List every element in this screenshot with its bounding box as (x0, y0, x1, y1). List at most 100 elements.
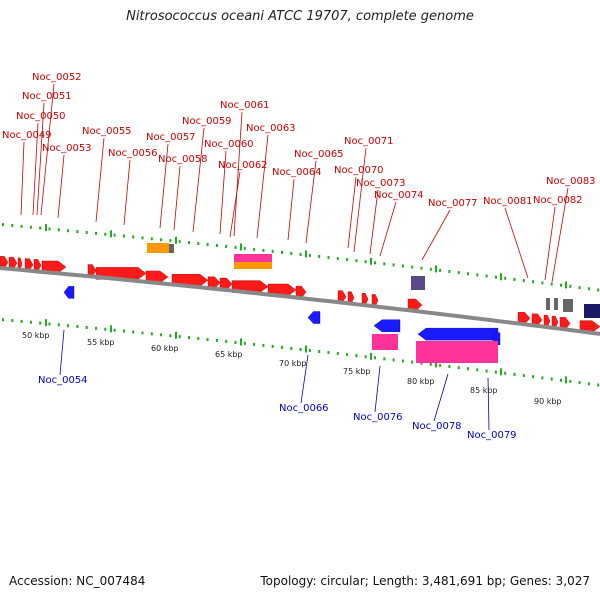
tick-dot (457, 271, 460, 275)
tick-dot (57, 228, 60, 232)
tick-dot (587, 287, 590, 291)
tick-dot (20, 224, 23, 228)
major-tick (565, 281, 567, 289)
tick-dot (243, 246, 246, 250)
tick-dot (448, 269, 451, 273)
tick-dot (76, 325, 79, 329)
tick-dot (150, 237, 153, 241)
tick-dot (513, 277, 516, 281)
leader-line (59, 329, 65, 376)
tick-dot (104, 327, 107, 331)
leader-line (219, 150, 227, 235)
major-tick (500, 368, 502, 376)
scale-labels: 50 kbp 55 kbp 60 kbp 65 kbp 70 kbp 75 kbp 80 k… (22, 331, 562, 406)
rrna-gene (372, 334, 398, 350)
scale-label: 65 kbp (215, 350, 243, 359)
scale-label: 70 kbp (279, 359, 307, 368)
tick-dot (457, 366, 460, 370)
tick-dot (141, 331, 144, 335)
rrna-gene (234, 254, 272, 262)
tick-dot (57, 323, 60, 327)
tick-dot (374, 356, 376, 360)
tick-dot (597, 288, 600, 292)
trna-gene (234, 262, 272, 269)
tick-dot (569, 379, 572, 383)
tick-dot (401, 359, 404, 363)
tick-dot (234, 340, 237, 344)
accession-text: Accession: NC_007484 (9, 574, 146, 588)
tick-dot (476, 273, 479, 277)
tick-dot (29, 320, 32, 324)
tick-dot (271, 344, 274, 348)
leader-line (159, 143, 169, 229)
gene-features (0, 243, 600, 363)
tick-dot (197, 242, 200, 246)
tick-dot (113, 328, 116, 332)
tick-dot (383, 357, 386, 361)
gene-label-noc-0053: Noc_0053 (42, 143, 92, 154)
leader-line (347, 176, 357, 249)
tick-dot (560, 283, 562, 287)
tick-dot (95, 326, 97, 330)
tick-dot (318, 349, 321, 353)
backbone-line (0, 266, 600, 336)
tick-dot (467, 272, 469, 276)
tick-dot (76, 230, 79, 234)
leader-line (353, 147, 367, 253)
tick-dot (355, 259, 358, 263)
major-tick (370, 257, 372, 265)
tick-dot (476, 368, 479, 372)
scale-label: 90 kbp (534, 397, 562, 406)
tick-dot (160, 238, 163, 242)
leader-line (40, 83, 55, 216)
gene-label-noc-0083: Noc_0083 (546, 176, 596, 187)
tick-dot (67, 229, 70, 233)
major-tick (305, 250, 307, 258)
tick-dot (188, 336, 190, 340)
tick-dot (141, 236, 144, 240)
gene-label-noc-0052: Noc_0052 (32, 72, 82, 83)
tick-dot (11, 319, 14, 323)
leader-line (32, 122, 39, 216)
tick-dot (550, 377, 553, 381)
major-tick (175, 331, 177, 339)
tick-dot (587, 382, 590, 386)
gene-labels: Noc_0049 Noc_0050 Noc_0051 Noc_0052 Noc_0053… (2, 72, 596, 441)
tick-dot (29, 225, 32, 229)
tick-dot (39, 226, 42, 230)
reverse-gene-arrow (63, 286, 75, 299)
tick-dot (532, 375, 535, 379)
tick-dot (122, 329, 125, 333)
leader-line (287, 178, 295, 241)
tick-dot (243, 341, 246, 345)
gene-label-noc-0076: Noc_0076 (353, 412, 403, 423)
tick-dot (429, 362, 432, 366)
leader-line (421, 209, 451, 261)
gene-label-noc-0061: Noc_0061 (220, 100, 270, 111)
tick-dot (122, 234, 125, 238)
reverse-gene-arrow (417, 327, 499, 341)
tick-dot (448, 364, 451, 368)
tick-dot (178, 335, 181, 339)
tick-dot (169, 334, 172, 338)
tick-dot (392, 358, 395, 362)
tick-dot (364, 355, 367, 359)
gene-label-noc-0074: Noc_0074 (374, 190, 424, 201)
tick-dot (67, 324, 70, 328)
gene-label-noc-0058: Noc_0058 (158, 154, 208, 165)
tick-dot (541, 376, 544, 380)
gene-other (169, 244, 174, 253)
tick-dot (11, 224, 14, 228)
gene-other (584, 304, 600, 318)
tick-dot (494, 370, 497, 374)
tick-dot (336, 352, 339, 356)
tick-dot (308, 348, 311, 352)
tick-dot (522, 279, 525, 283)
tick-dot (225, 339, 228, 343)
leader-line (95, 137, 105, 223)
tick-dot (374, 261, 376, 265)
leader-line (233, 111, 243, 237)
leader-line (433, 373, 449, 422)
tick-dot (160, 333, 163, 337)
tick-dot (215, 243, 218, 247)
